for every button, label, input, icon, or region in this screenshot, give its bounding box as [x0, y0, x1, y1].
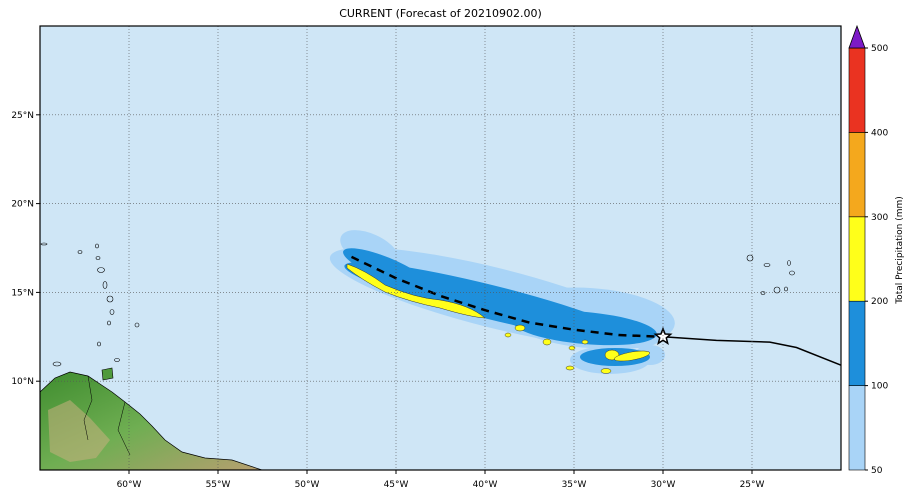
lon-tick-label: 50°W: [295, 480, 320, 490]
map-title: CURRENT (Forecast of 20210902.00): [339, 7, 542, 20]
lon-tick-label: 25°W: [740, 480, 765, 490]
colorbar-label: Total Precipitation (mm): [895, 196, 905, 305]
lesser-antilles-islands: [40, 242, 140, 367]
past-track-line: [662, 336, 841, 366]
colorbar-tick-label: 500: [871, 44, 888, 54]
lat-tick-label: 20°N: [11, 200, 34, 210]
colorbar-tick-label: 50: [871, 466, 883, 476]
lon-tick-label: 35°W: [562, 480, 587, 490]
forecast-track-line: [350, 255, 664, 339]
colorbar-segment: [848, 47, 866, 133]
land-relief: [48, 400, 110, 462]
colorbar-extend-arrow: [848, 24, 866, 49]
precip-200mm-area: [346, 263, 650, 374]
axis-tick-labels: 60°W 55°W 50°W 45°W 40°W 35°W 30°W 25°W 25°N 20°N…: [11, 111, 764, 490]
colorbar-segment: [848, 300, 866, 386]
lat-tick-label: 15°N: [11, 288, 34, 298]
lon-tick-label: 60°W: [117, 480, 142, 490]
lon-tick-label: 55°W: [206, 480, 231, 490]
lat-tick-label: 10°N: [11, 377, 34, 387]
country-border: [83, 375, 131, 456]
colorbar-tick-label: 100: [871, 382, 888, 392]
lat-lon-grid: [36, 26, 841, 474]
colorbar-segment: [848, 216, 866, 302]
colorbar-tick-label: 300: [871, 213, 888, 223]
lon-tick-label: 40°W: [473, 480, 498, 490]
colorbar: 50 100 200 300 400 500: [848, 24, 888, 476]
lat-tick-label: 25°N: [11, 111, 34, 121]
colorbar-segment: [848, 132, 866, 218]
colorbar-segment: [848, 385, 866, 471]
colorbar-tick-label: 200: [871, 297, 888, 307]
map-frame: [39, 25, 842, 471]
star-icon: [653, 326, 673, 345]
trinidad-island: [101, 367, 114, 381]
ocean-area: [40, 26, 841, 470]
lon-tick-label: 30°W: [651, 480, 676, 490]
cape-verde-islands: [746, 254, 795, 295]
colorbar-tick-label: 400: [871, 128, 888, 138]
lon-tick-label: 45°W: [384, 480, 409, 490]
